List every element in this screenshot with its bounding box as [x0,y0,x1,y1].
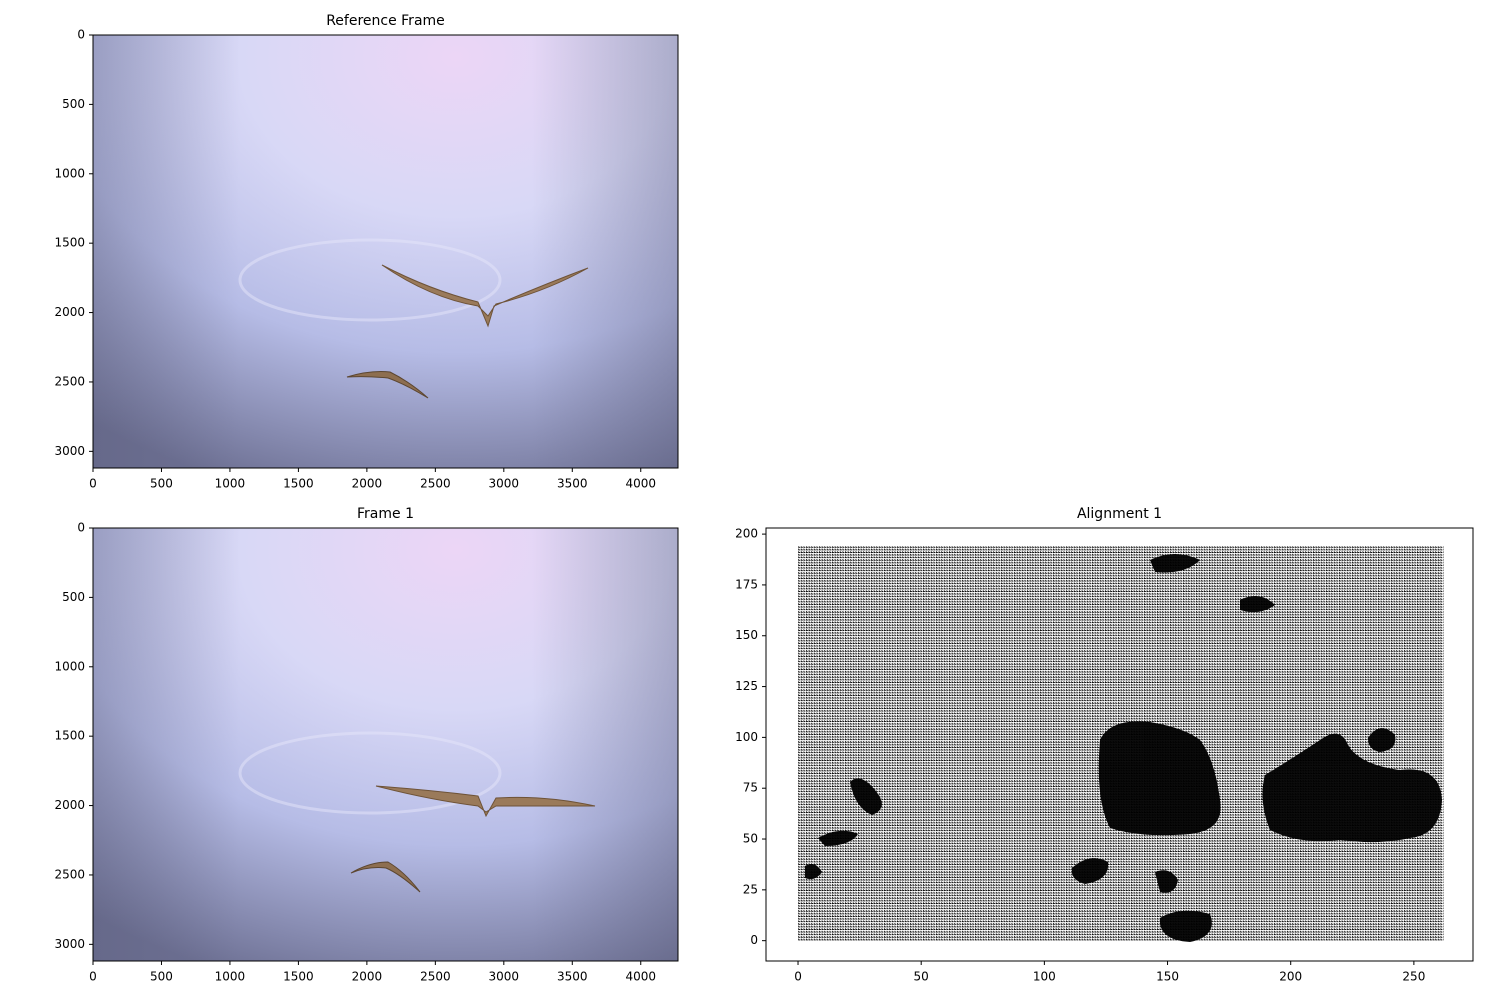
y-tick-label: 2000 [54,798,85,812]
x-tick-label: 150 [1156,970,1179,984]
x-tick-label: 500 [150,477,173,491]
quiver-dense-regions [805,554,1442,942]
y-tick-label: 0 [77,28,85,42]
x-tick-label: 200 [1279,970,1302,984]
x-tick-label: 100 [1033,970,1056,984]
y-tick-label: 0 [750,933,758,947]
x-tick-label: 250 [1402,970,1425,984]
x-tick-label: 0 [89,970,97,984]
image [93,528,678,961]
x-tick-label: 3000 [489,477,520,491]
y-tick-label: 175 [735,577,758,591]
y-tick-label: 1500 [54,729,85,743]
y-tick-label: 100 [735,730,758,744]
y-tick-label: 75 [743,781,758,795]
y-tick-label: 3000 [54,937,85,951]
chart-title: Reference Frame [326,13,445,29]
y-tick-label: 125 [735,679,758,693]
y-tick-label: 3000 [54,444,85,458]
x-tick-label: 0 [794,970,802,984]
y-tick-label: 50 [743,832,758,846]
y-tick-label: 150 [735,628,758,642]
y-tick-label: 2500 [54,867,85,881]
x-tick-label: 3500 [557,970,588,984]
x-tick-label: 500 [150,970,173,984]
y-tick-label: 1000 [54,166,85,180]
x-tick-label: 50 [914,970,929,984]
axes-frame [92,527,679,962]
x-tick-label: 0 [89,477,97,491]
x-tick-label: 1500 [283,477,314,491]
y-tick-label: 200 [735,527,758,541]
x-tick-label: 4000 [625,477,656,491]
x-tick-label: 1500 [283,970,314,984]
x-tick-label: 2500 [420,970,451,984]
image [93,35,678,468]
y-tick-label: 1000 [54,659,85,673]
x-tick-label: 3000 [489,970,520,984]
x-tick-label: 1000 [215,477,246,491]
y-tick-label: 500 [62,590,85,604]
y-tick-label: 500 [62,97,85,111]
x-tick-label: 1000 [215,970,246,984]
axes-frame [765,527,1474,962]
chart-title: Frame 1 [357,506,414,522]
x-tick-label: 2000 [352,970,383,984]
y-tick-label: 2500 [54,374,85,388]
x-tick-label: 3500 [557,477,588,491]
y-tick-label: 2000 [54,305,85,319]
axes-frame [92,34,679,469]
x-tick-label: 2000 [352,477,383,491]
y-tick-label: 25 [743,882,758,896]
chart-title: Alignment 1 [1077,506,1162,522]
y-tick-label: 0 [77,521,85,535]
x-tick-label: 2500 [420,477,451,491]
x-tick-label: 4000 [625,970,656,984]
y-tick-label: 1500 [54,236,85,250]
